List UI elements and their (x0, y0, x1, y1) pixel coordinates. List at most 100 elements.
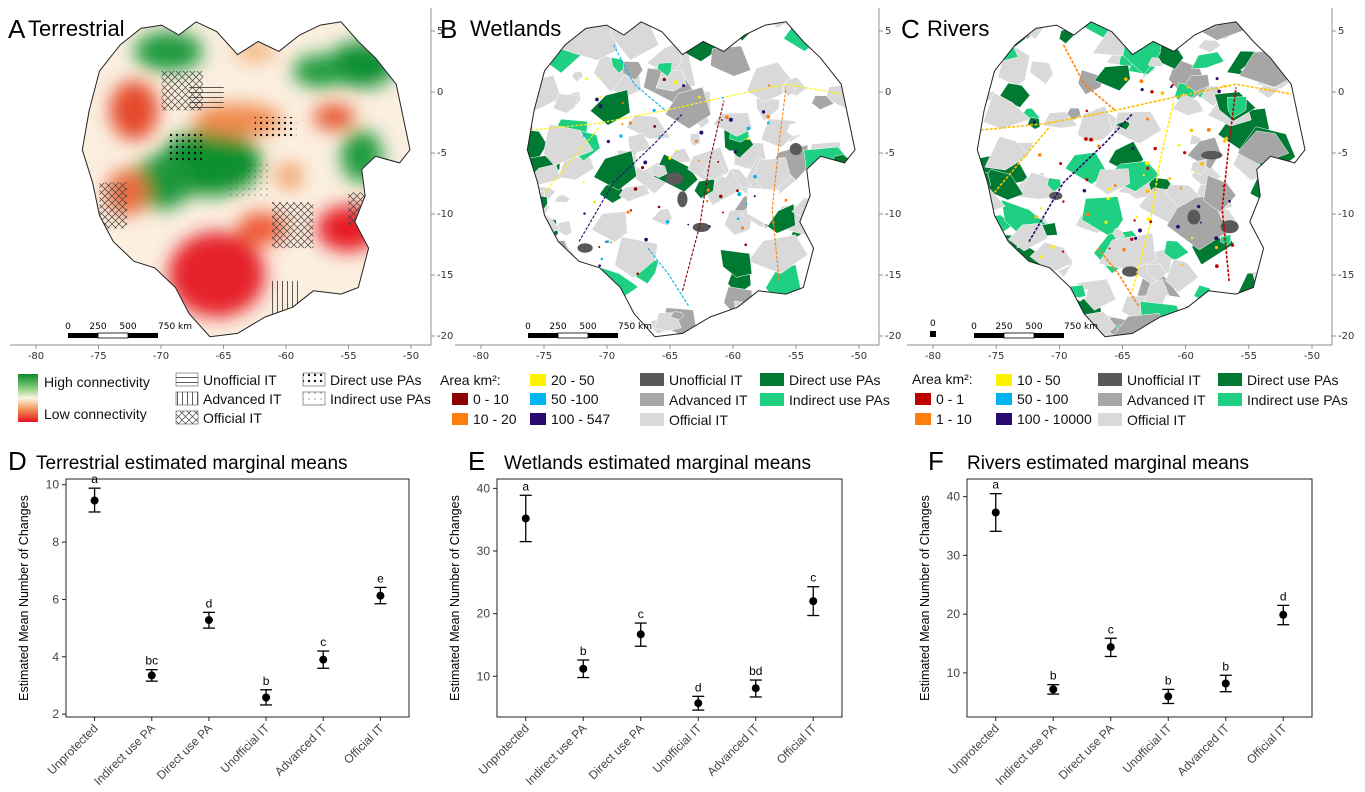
legend-swatch-indirect-use-pas (302, 391, 326, 406)
territory-polygon (622, 61, 644, 81)
territory-polygon (1268, 21, 1291, 36)
water-body (1038, 153, 1042, 157)
legend-swatch-unofficial-it (175, 372, 199, 387)
status-class-label: Unofficial IT (669, 372, 743, 388)
map-panel-wetlands: B Wetlands -80 -75 -70 -65 -60 -55 -5050-5-10-… (440, 8, 901, 362)
plot-frame (496, 478, 843, 718)
map-x-tick-label: -50 (1304, 351, 1320, 362)
area-class-swatch (915, 413, 931, 425)
map-rivers-areas (976, 21, 1306, 338)
territory-polygon (815, 197, 845, 217)
water-body (1200, 162, 1204, 166)
water-body (1085, 178, 1089, 182)
territory-polygon (811, 95, 835, 110)
water-body (1160, 91, 1165, 95)
y-tick-label: 20 (947, 607, 961, 621)
water-body (737, 192, 742, 197)
x-tick-label: Unprotected (946, 721, 1002, 777)
water-body (657, 205, 661, 209)
panel-title-rivers: Rivers (927, 16, 989, 41)
territory-polygon (724, 321, 744, 336)
territory-polygon (1285, 258, 1305, 279)
map-y-tick-label: -5 (1338, 148, 1348, 159)
map-x-tick-label: -75 (988, 351, 1004, 362)
water-body (1189, 128, 1194, 133)
connectivity-patch (275, 162, 304, 190)
territory-polygon (530, 194, 548, 210)
territory-polygon (756, 98, 780, 122)
scale-segment (528, 333, 558, 338)
map-y-tick-label: -20 (437, 331, 453, 342)
territory-polygon (1247, 303, 1280, 329)
basin-outline (81, 21, 411, 338)
connectivity-patch (234, 41, 276, 62)
territory-polygon (1290, 298, 1305, 314)
territory-polygon (1197, 39, 1221, 54)
water-body (687, 223, 690, 226)
water-body (694, 139, 698, 143)
territory-polygon (513, 281, 524, 293)
status-class-swatch (640, 413, 664, 426)
y-tick-label: 4 (52, 650, 59, 664)
map-terrestrial-connectivity (81, 21, 411, 338)
y-tick-label: 8 (52, 535, 59, 549)
scale-tick-label: 250 (995, 322, 1012, 332)
territory-polygon (734, 300, 767, 324)
water-body (643, 160, 648, 165)
status-class-swatch (1218, 373, 1242, 386)
water-body (1108, 247, 1111, 250)
river-segment (544, 126, 601, 193)
water-body (733, 150, 737, 154)
group-letter: b (1222, 659, 1229, 673)
territory-polygon (747, 234, 809, 274)
area-class-label: 10 - 20 (473, 411, 517, 427)
water-body (746, 137, 750, 141)
water-body (753, 174, 757, 179)
water-body (598, 246, 601, 249)
territory-polygon (824, 24, 848, 44)
area-class-label: 10 - 50 (1017, 372, 1061, 388)
territory-overlay (254, 116, 297, 137)
territory-polygon (543, 123, 594, 166)
territory-polygon (1007, 222, 1049, 252)
legend-swatch-direct-use-pas (302, 372, 326, 387)
map-mosaic (977, 21, 1305, 337)
mean-point (694, 699, 703, 708)
territory-polygon (712, 112, 753, 137)
river-segment (681, 100, 725, 291)
x-tick-label: Advanced IT (704, 721, 762, 779)
chart-title: Terrestrial estimated marginal means (36, 453, 348, 474)
water-body (728, 117, 733, 122)
mean-point (521, 514, 530, 523)
territory-polygon (977, 228, 985, 247)
territory-overlay (347, 192, 383, 226)
x-tick-label: Unofficial IT (218, 721, 273, 776)
water-body (598, 77, 601, 80)
river-segment (613, 44, 666, 111)
map-panel-rivers: C Rivers -80 -75 -70 -65 -60 -55 -50 5 0 -5 -10 -15… (901, 8, 1354, 362)
connectivity-patch (313, 103, 355, 131)
x-tick-label: Official IT (774, 721, 820, 767)
water-body (736, 217, 740, 221)
water-body (706, 199, 709, 203)
scale-tick-label: 250 (549, 322, 566, 332)
mean-point (991, 508, 1000, 517)
water-body (1222, 185, 1225, 188)
territory-polygon (1001, 261, 1018, 276)
water-body (583, 212, 586, 215)
territory-polygon (573, 299, 590, 310)
water-body (767, 84, 771, 87)
water-body (1095, 138, 1098, 141)
map-y-tick-label: -15 (885, 270, 901, 281)
area-class-swatch (452, 413, 468, 425)
water-body (599, 95, 602, 99)
water-body (641, 166, 645, 170)
territory-polygon (1132, 328, 1166, 337)
status-class-label: Advanced IT (669, 392, 748, 408)
water-body (784, 198, 788, 202)
water-body (595, 97, 599, 102)
water-body (698, 95, 701, 99)
water-body (626, 210, 630, 214)
territory-polygon (984, 136, 1030, 171)
water-body (1104, 220, 1108, 224)
